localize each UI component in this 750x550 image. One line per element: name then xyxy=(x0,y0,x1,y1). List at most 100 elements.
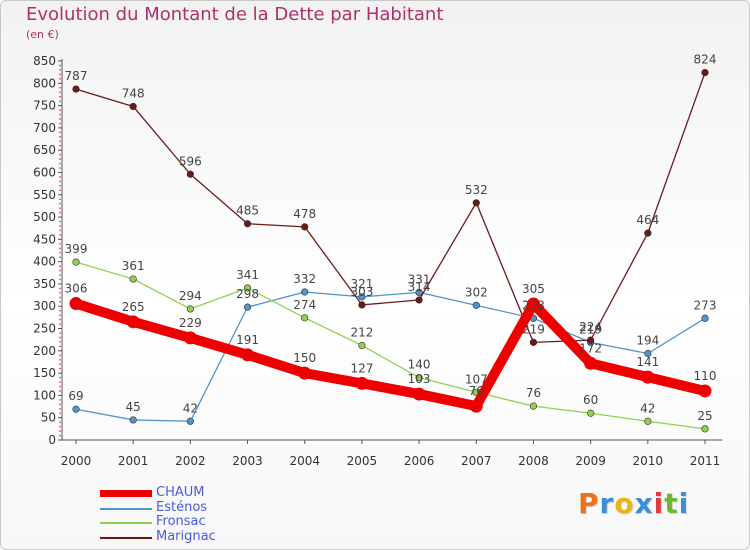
y-minor-tick xyxy=(59,144,61,147)
data-point-chaum xyxy=(355,376,369,390)
x-tick-label: 2000 xyxy=(61,454,92,468)
y-minor-tick xyxy=(59,399,61,401)
data-point-estenos xyxy=(129,416,137,424)
data-label-fronsac: 25 xyxy=(697,409,712,423)
data-point-marignac xyxy=(129,102,137,111)
data-point-estenos xyxy=(415,288,423,297)
y-minor-tick xyxy=(59,363,61,366)
data-point-fronsac xyxy=(358,341,366,350)
x-tick-label: 2005 xyxy=(347,454,378,468)
y-tick-label: 650 xyxy=(33,143,56,157)
y-minor-tick xyxy=(59,265,61,267)
y-minor-tick xyxy=(59,86,61,89)
y-minor-tick xyxy=(59,229,61,232)
y-minor-tick xyxy=(59,434,61,437)
data-label-estenos: 331 xyxy=(408,272,431,286)
data-point-chaum xyxy=(126,315,140,329)
data-label-fronsac: 76 xyxy=(526,386,541,400)
data-point-estenos xyxy=(72,405,80,413)
data-point-marignac xyxy=(243,220,252,228)
y-minor-tick xyxy=(59,207,61,209)
data-label-chaum: 306 xyxy=(65,282,88,296)
series-line-estenos xyxy=(75,291,706,422)
data-label-fronsac: 294 xyxy=(179,289,202,303)
x-tick-label: 2010 xyxy=(633,454,664,468)
y-minor-tick xyxy=(59,278,61,281)
data-label-chaum: 172 xyxy=(579,341,602,355)
y-minor-tick xyxy=(59,292,61,294)
y-tick-label: 850 xyxy=(33,54,56,68)
y-minor-tick xyxy=(59,91,61,94)
logo-letter: r xyxy=(599,487,615,520)
data-label-estenos: 42 xyxy=(183,401,198,415)
data-point-marignac xyxy=(644,229,652,237)
y-minor-tick xyxy=(59,274,61,276)
data-label-fronsac: 399 xyxy=(65,242,88,256)
y-minor-tick xyxy=(59,300,61,303)
data-label-estenos: 219 xyxy=(579,322,602,336)
y-tick-label: 0 xyxy=(48,433,56,447)
data-point-chaum xyxy=(241,348,255,362)
y-minor-tick xyxy=(59,421,61,423)
data-label-marignac: 824 xyxy=(694,53,717,67)
y-minor-tick xyxy=(59,323,61,325)
proxiti-logo: Proxiti xyxy=(578,487,689,520)
data-label-fronsac: 60 xyxy=(583,393,598,407)
data-label-fronsac: 212 xyxy=(350,325,373,339)
data-point-fronsac xyxy=(701,425,709,433)
x-tick-label: 2011 xyxy=(690,454,721,468)
y-minor-tick xyxy=(59,100,61,102)
y-minor-tick xyxy=(59,113,61,116)
data-point-estenos xyxy=(358,293,366,301)
y-tick-label: 550 xyxy=(33,188,56,202)
data-point-fronsac xyxy=(72,258,80,266)
data-point-chaum xyxy=(641,370,655,384)
data-label-marignac: 485 xyxy=(236,204,259,218)
y-minor-tick xyxy=(59,176,61,178)
y-minor-tick xyxy=(59,287,61,290)
y-minor-tick xyxy=(59,251,61,254)
data-point-estenos xyxy=(701,314,709,322)
y-tick-label: 150 xyxy=(33,366,56,380)
y-minor-tick xyxy=(59,407,61,410)
data-label-chaum: 150 xyxy=(293,351,316,365)
data-point-marignac xyxy=(529,338,538,346)
data-label-chaum: 110 xyxy=(694,369,717,383)
y-tick-label: 200 xyxy=(33,344,56,358)
data-label-marignac: 314 xyxy=(408,280,431,294)
data-point-marignac xyxy=(587,336,595,344)
x-tick-label: 2002 xyxy=(175,454,206,468)
y-minor-tick xyxy=(59,78,61,80)
data-point-fronsac xyxy=(529,402,538,410)
data-label-chaum: 265 xyxy=(122,300,145,314)
data-point-marignac xyxy=(415,296,423,304)
y-minor-tick xyxy=(59,425,61,428)
legend-label-fronsac: Fronsac xyxy=(156,514,206,529)
x-tick-label: 2003 xyxy=(232,454,263,468)
series-line-fronsac xyxy=(75,261,706,430)
y-minor-tick xyxy=(59,345,61,348)
y-minor-tick xyxy=(59,234,61,236)
data-point-fronsac xyxy=(129,275,137,283)
y-tick-label: 400 xyxy=(33,255,56,269)
y-minor-tick xyxy=(59,131,61,134)
y-tick-label: 450 xyxy=(33,232,56,246)
y-minor-tick xyxy=(59,381,61,383)
data-label-marignac: 596 xyxy=(179,154,202,168)
x-tick-label: 2006 xyxy=(404,454,435,468)
y-minor-tick xyxy=(59,109,61,111)
data-label-marignac: 787 xyxy=(65,69,88,83)
data-label-chaum: 127 xyxy=(350,361,373,375)
data-label-fronsac: 341 xyxy=(236,268,259,282)
data-label-fronsac: 107 xyxy=(465,372,488,386)
logo-letter: i xyxy=(678,487,690,520)
y-minor-tick xyxy=(59,332,61,334)
legend-label-chaum: CHAUM xyxy=(156,485,205,500)
y-minor-tick xyxy=(59,269,61,272)
data-point-chaum xyxy=(698,384,712,398)
y-minor-tick xyxy=(59,225,61,227)
y-minor-tick xyxy=(59,118,61,120)
y-minor-tick xyxy=(59,136,61,138)
y-minor-tick xyxy=(59,122,61,125)
data-label-chaum: 305 xyxy=(522,282,545,296)
